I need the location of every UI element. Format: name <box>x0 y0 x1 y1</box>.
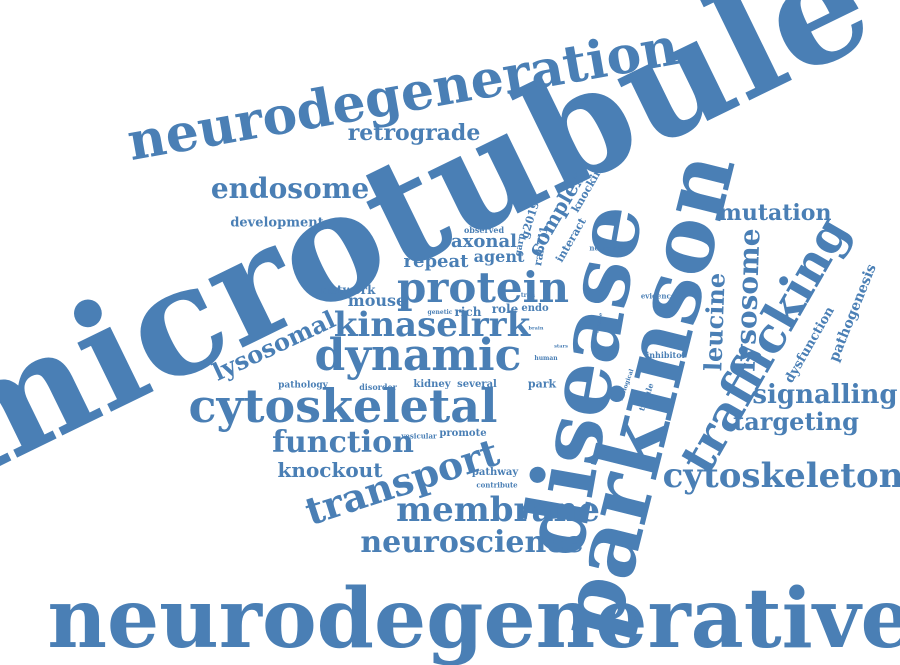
word-neuroscience: neuroscience <box>360 525 584 560</box>
word-vesicular: vesicular <box>401 431 437 441</box>
word-park: park <box>527 377 557 391</box>
word-garp: garp <box>513 232 528 258</box>
word-kidney: kidney <box>413 379 451 390</box>
word-mutation: mutation <box>718 200 832 226</box>
word-genetic: genetic <box>427 309 453 316</box>
word-brain: brain <box>528 325 544 332</box>
word-pathway: pathway <box>471 467 519 478</box>
word-observed: observed <box>463 225 505 235</box>
word-agent: agent <box>473 247 525 266</box>
word-dynamic: dynamic <box>314 330 522 381</box>
word-kinaselrrk: kinaselrrk <box>333 305 531 345</box>
word-tran: tran <box>520 292 536 299</box>
word-network: network <box>320 283 376 297</box>
word-pathology: pathology <box>278 380 328 391</box>
word-repeat: repeat <box>403 251 469 272</box>
word-neuronal: neuronal <box>589 243 625 253</box>
word-mouse: mouse <box>347 291 407 310</box>
word-targeting: targeting <box>733 407 859 436</box>
word-development: development <box>230 215 324 231</box>
word-promote: promote <box>439 428 487 439</box>
word-retrograde: retrograde <box>347 120 481 146</box>
word-protein: protein <box>396 263 570 312</box>
word-cytoskeletal: cytoskeletal <box>188 379 498 433</box>
word-lysosome: lysosome <box>728 227 767 373</box>
word-signalling: signalling <box>752 380 898 410</box>
word-endosome: endosome <box>210 172 370 205</box>
word-stars: stars <box>554 343 568 350</box>
word-membrane: membrane <box>396 490 600 530</box>
word-leucine: leucine <box>698 272 731 372</box>
word-function: function <box>272 425 414 460</box>
word-contribute: contribute <box>476 480 518 490</box>
word-rich: rich <box>454 305 482 319</box>
word-role: role <box>491 302 519 316</box>
word-neurodegenerative: neurodegenerative <box>47 571 900 665</box>
word-disorder: disorder <box>359 382 397 392</box>
word-knockout: knockout <box>277 458 383 482</box>
word-cytoskeleton: cytoskeleton <box>662 456 900 496</box>
word-evidence: evidence <box>640 291 676 301</box>
word-endo: endo <box>521 303 549 314</box>
word-axonal: axonal <box>451 231 517 252</box>
word-several: several <box>457 379 497 390</box>
word-human: human <box>534 355 558 362</box>
word-inhibitor: inhibitor <box>646 350 686 360</box>
